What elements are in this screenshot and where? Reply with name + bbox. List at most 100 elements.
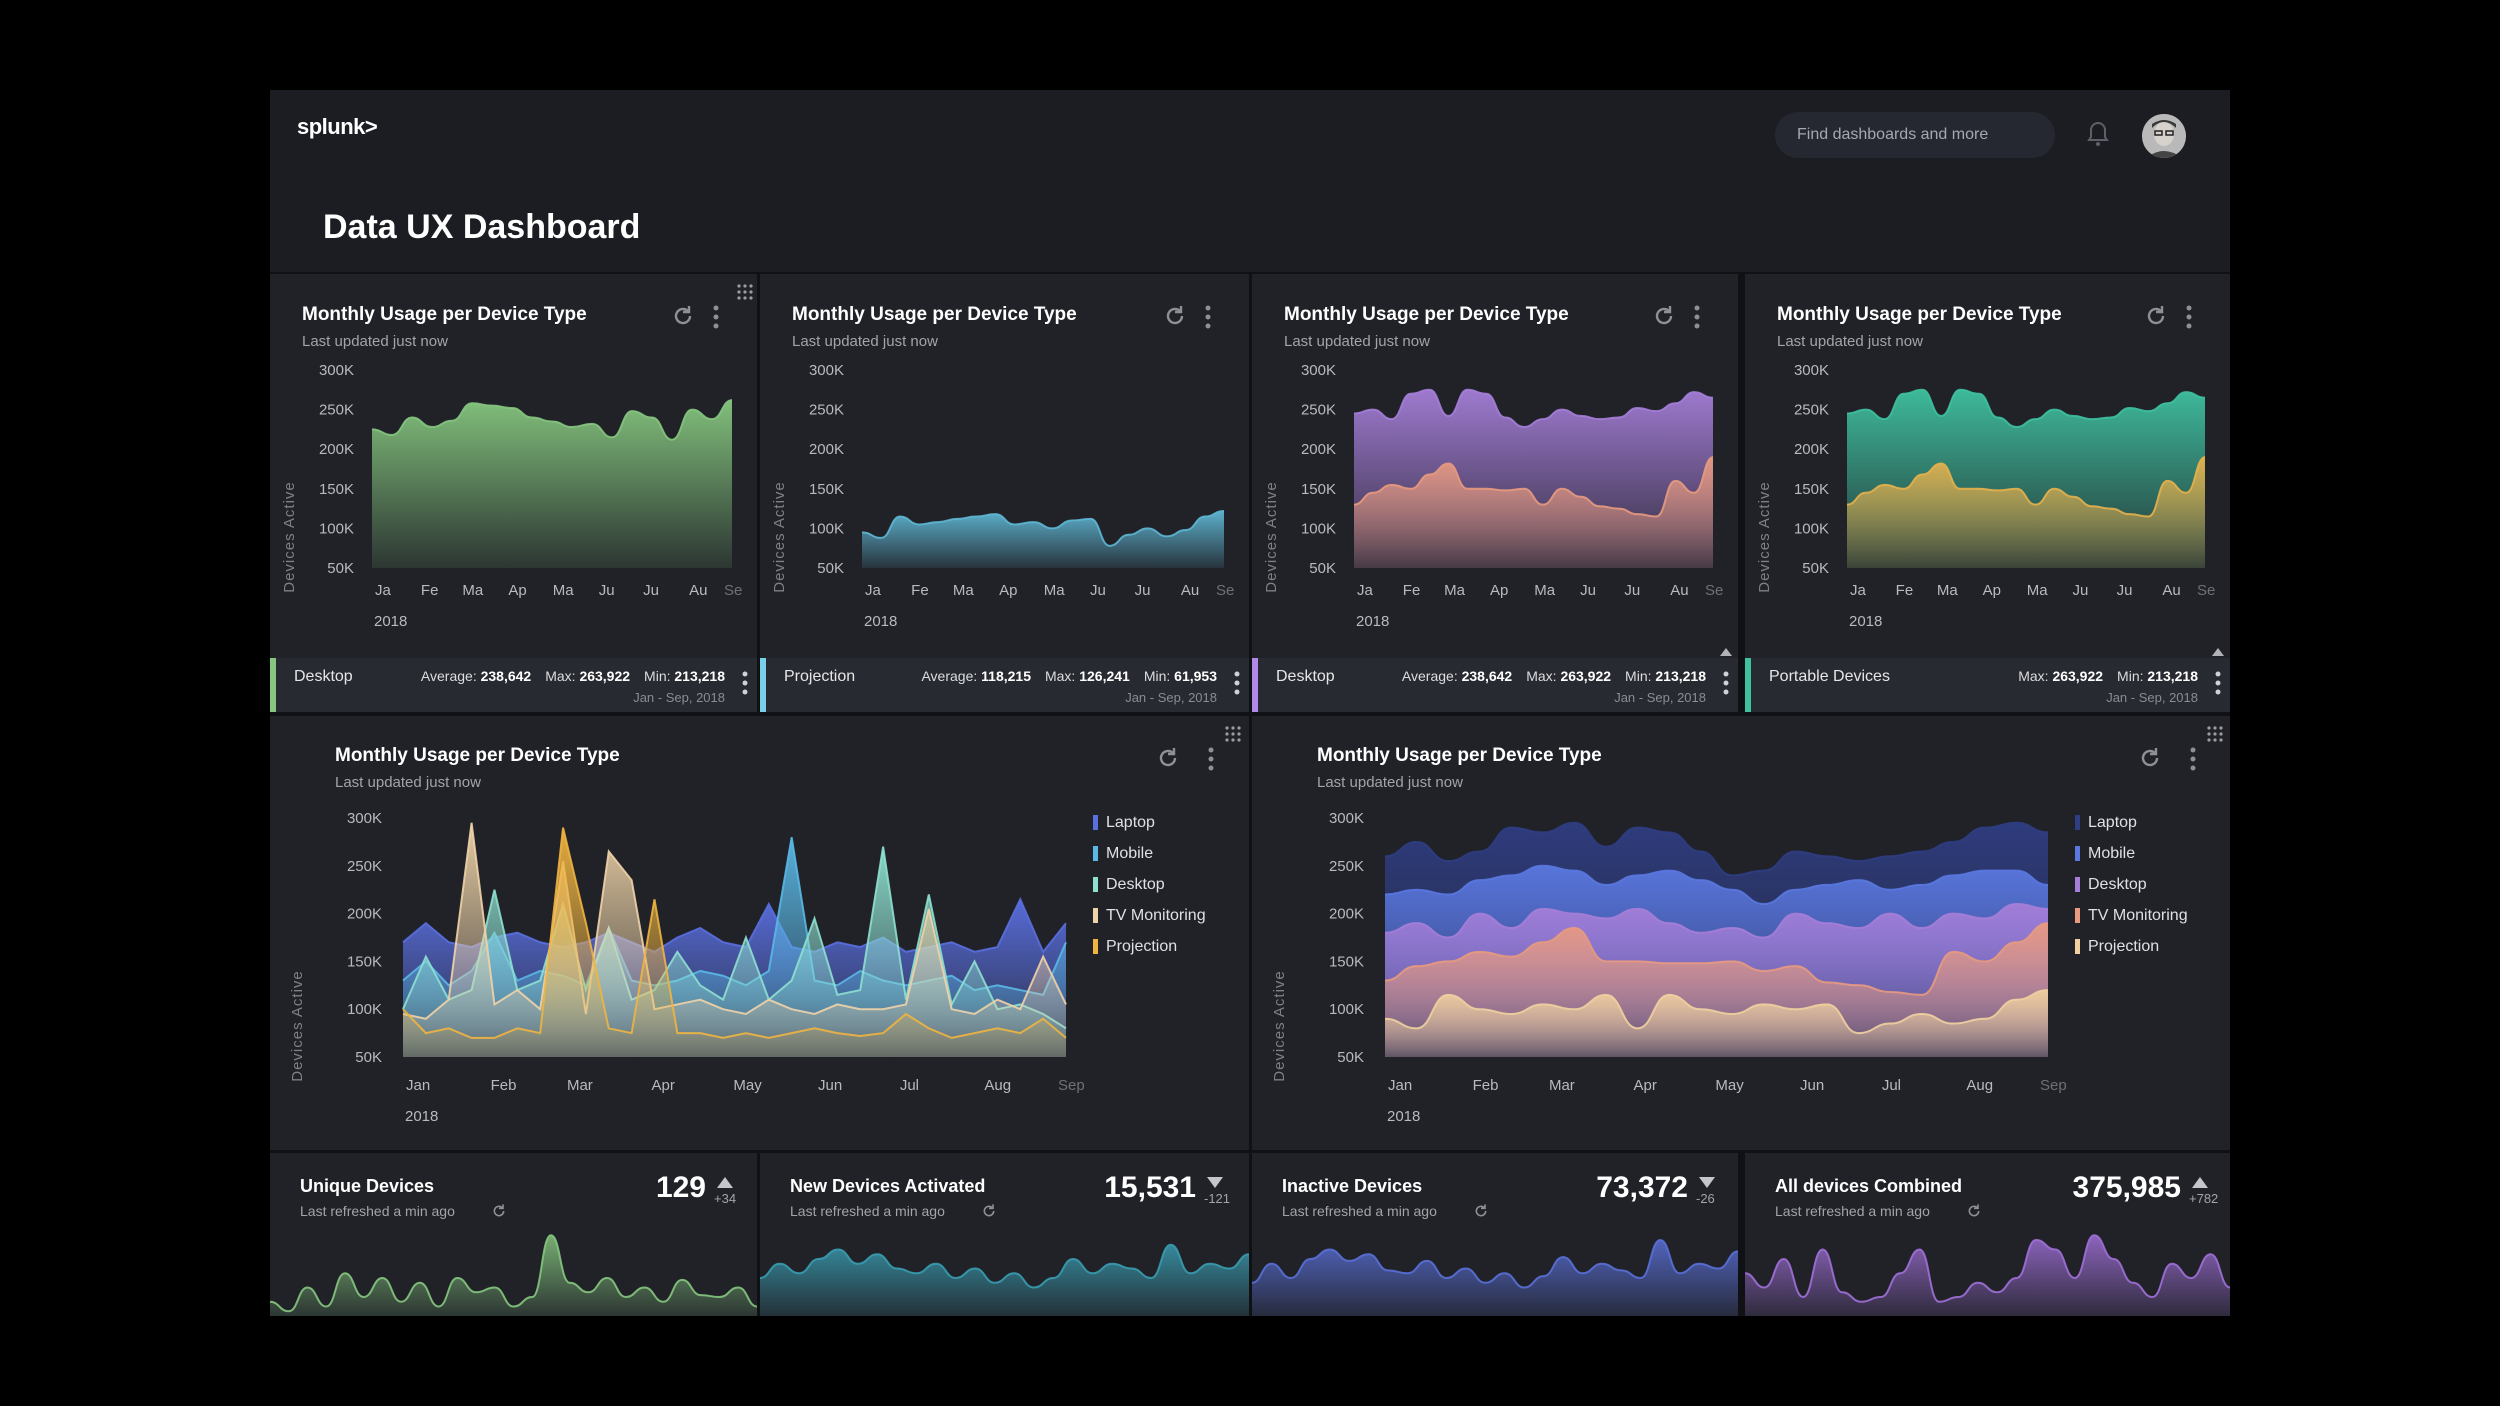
series-line[interactable]	[1252, 1238, 1738, 1289]
refresh-icon[interactable]	[491, 1203, 507, 1219]
legend-item[interactable]: TV Monitoring	[2075, 900, 2188, 931]
kpi-title: Unique Devices	[300, 1176, 435, 1196]
more-options-icon[interactable]	[1693, 304, 1701, 330]
user-avatar[interactable]	[2142, 114, 2186, 158]
trend-up-icon	[2192, 1177, 2208, 1188]
series-line[interactable]	[1384, 903, 2049, 939]
legend-item[interactable]: Laptop	[1093, 807, 1206, 838]
legend-item[interactable]: Projection	[2075, 931, 2188, 962]
legend-item[interactable]: Laptop	[2075, 807, 2188, 838]
refresh-icon[interactable]	[1473, 1203, 1489, 1219]
more-options-icon[interactable]	[1233, 670, 1241, 696]
series-line[interactable]	[402, 846, 1067, 1030]
series-line[interactable]	[861, 509, 1225, 547]
series-line[interactable]	[402, 822, 1067, 1020]
legend-swatch	[1093, 846, 1098, 861]
more-options-icon[interactable]	[2214, 670, 2222, 696]
x-tick-label: Ju	[599, 582, 615, 599]
more-options-icon[interactable]	[2185, 304, 2193, 330]
legend-swatch	[2075, 908, 2080, 923]
refresh-icon[interactable]	[1156, 746, 1180, 770]
drag-handle-icon[interactable]	[737, 284, 753, 300]
legend-item[interactable]: Projection	[1093, 931, 1206, 962]
legend-item[interactable]: Mobile	[2075, 838, 2188, 869]
refresh-icon[interactable]	[2138, 746, 2162, 770]
bell-icon[interactable]	[2086, 120, 2110, 148]
drag-handle-icon[interactable]	[1225, 726, 1241, 742]
drag-handle-icon[interactable]	[2207, 726, 2223, 742]
y-axis-title: Devices Active	[289, 970, 306, 1082]
stat-label: Min:	[1143, 668, 1171, 684]
x-tick-label: Au	[689, 582, 707, 599]
series-line[interactable]	[402, 896, 1067, 954]
legend-label: Projection	[1106, 937, 1178, 955]
series-area	[1745, 1235, 2230, 1316]
panel-title: Monthly Usage per Device Type	[1777, 304, 2062, 325]
series-line[interactable]	[371, 399, 733, 441]
more-options-icon[interactable]	[1722, 670, 1730, 696]
y-axis-title: Devices Active	[281, 481, 298, 593]
x-tick-label: Au	[1670, 582, 1688, 599]
x-tick-label: Aug	[1966, 1077, 1993, 1094]
more-options-icon[interactable]	[2189, 746, 2197, 772]
x-tick-label: Ja	[1850, 582, 1867, 599]
legend-item[interactable]: Desktop	[2075, 869, 2188, 900]
y-axis-title: Devices Active	[1756, 481, 1773, 593]
trend-down-icon	[1699, 1177, 1715, 1188]
legend-label: Projection	[2088, 937, 2160, 955]
summary-footer: Projection Average: 118,215 Max: 126,241 M…	[760, 658, 1249, 712]
legend-label: Desktop	[2088, 875, 2147, 893]
series-line[interactable]	[402, 827, 1067, 1039]
series-line[interactable]	[1353, 388, 1714, 429]
footer-stats: Average: 238,642 Max: 263,922 Min: 213,218	[1402, 668, 1706, 684]
y-tick-label: 100K	[1794, 520, 1829, 537]
series-line[interactable]	[1846, 388, 2206, 429]
series-line[interactable]	[1384, 864, 2049, 906]
refresh-icon[interactable]	[671, 304, 695, 328]
legend-item[interactable]: Mobile	[1093, 838, 1206, 869]
legend-item[interactable]: TV Monitoring	[1093, 900, 1206, 931]
x-tick-label: May	[733, 1077, 762, 1094]
legend-label: TV Monitoring	[2088, 906, 2188, 924]
more-options-icon[interactable]	[1204, 304, 1212, 330]
chart-panel: 300K 250K 200K 150K 100K 50K Jan Feb Mar Apr May Ju…	[1252, 716, 2230, 1150]
footer-stats: Average: 118,215 Max: 126,241 Min: 61,953	[921, 668, 1217, 684]
collapse-up-icon[interactable]	[2212, 648, 2224, 656]
legend-item[interactable]: Desktop	[1093, 869, 1206, 900]
chart-panel: 300K 250K 200K 150K 100K 50K Ja Fe Ma Ap Ma Ju Ju Au S…	[760, 274, 1249, 712]
kpi-panel: Inactive Devices Last refreshed a min ag…	[1252, 1153, 1738, 1316]
x-tick-label: Ma	[1444, 582, 1465, 599]
y-tick-label: 100K	[809, 520, 844, 537]
series-line[interactable]	[1384, 821, 2049, 877]
x-tick-label: Jun	[818, 1077, 842, 1094]
kpi-value: 375,985	[2072, 1171, 2181, 1204]
series-line[interactable]	[1745, 1234, 2230, 1303]
x-tick-label: Ja	[865, 582, 882, 599]
series-line[interactable]	[1846, 456, 2206, 518]
splunk-logo[interactable]: splunk>	[297, 114, 378, 139]
series-line[interactable]	[760, 1243, 1249, 1289]
refresh-icon[interactable]	[2144, 304, 2168, 328]
refresh-icon[interactable]	[1966, 1203, 1982, 1219]
x-tick-label: Ap	[508, 582, 526, 599]
series-line[interactable]	[1384, 989, 2049, 1035]
search-input[interactable]: Find dashboards and more	[1775, 112, 2055, 158]
sparkline-chart	[270, 1234, 757, 1316]
stat-label: Max:	[1526, 668, 1557, 684]
series-line[interactable]	[1384, 922, 2049, 996]
x-tick-label: Feb	[491, 1077, 517, 1094]
legend-label: Laptop	[1106, 813, 1155, 831]
more-options-icon[interactable]	[712, 304, 720, 330]
x-tick-label: Se	[1216, 582, 1234, 599]
kpi-title: All devices Combined	[1775, 1176, 1963, 1196]
refresh-icon[interactable]	[1652, 304, 1676, 328]
refresh-icon[interactable]	[981, 1203, 997, 1219]
more-options-icon[interactable]	[1207, 746, 1215, 772]
collapse-up-icon[interactable]	[1720, 648, 1732, 656]
series-line[interactable]	[270, 1234, 757, 1313]
refresh-icon[interactable]	[1163, 304, 1187, 328]
more-options-icon[interactable]	[741, 670, 749, 696]
y-tick-label: 200K	[809, 441, 844, 458]
series-line[interactable]	[1353, 456, 1714, 518]
x-tick-label: Au	[1181, 582, 1199, 599]
